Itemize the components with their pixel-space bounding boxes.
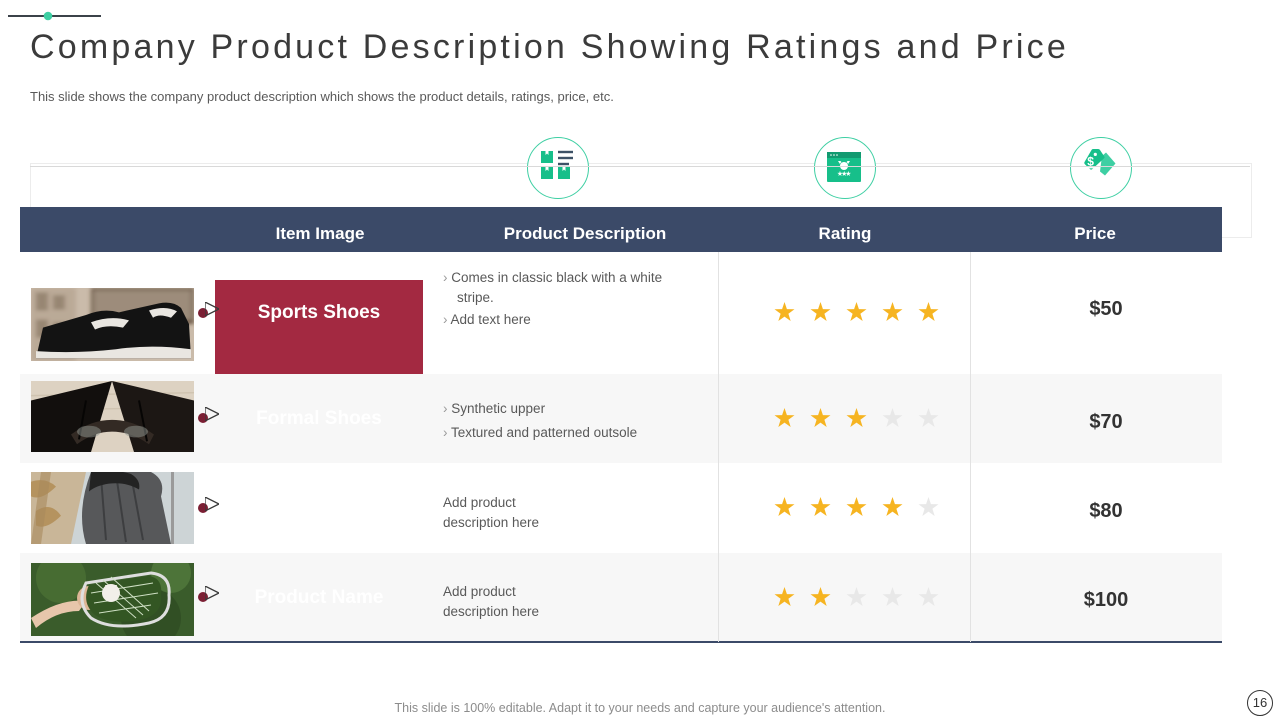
svg-text:★: ★ (846, 171, 851, 178)
